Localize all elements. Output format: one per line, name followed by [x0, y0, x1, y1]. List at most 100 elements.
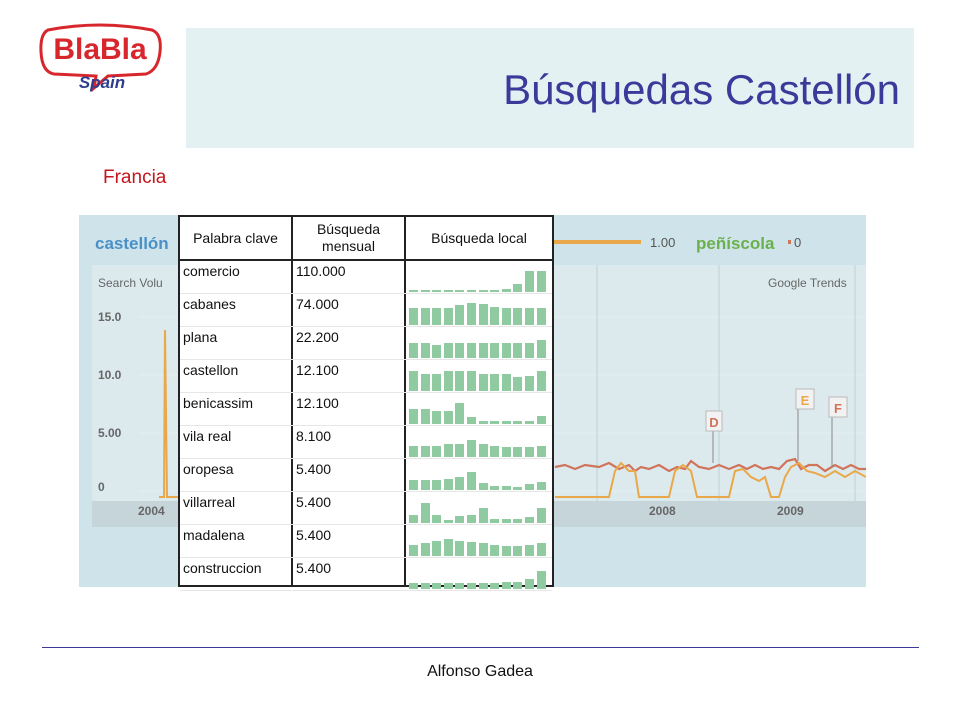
- sparkline-bar: [513, 377, 523, 391]
- sparkline-bar: [432, 480, 442, 490]
- sparkline-bar: [490, 446, 500, 457]
- x-tick-2004: 2004: [138, 504, 165, 518]
- local-search-sparkline: [409, 327, 549, 358]
- monthly-search-cell: 74.000: [296, 296, 339, 312]
- sparkline-bar: [478, 304, 488, 325]
- header-local-search: Búsqueda local: [431, 229, 527, 246]
- table-row: castellon 12.100: [180, 360, 552, 393]
- sparkline-bar: [478, 374, 488, 391]
- sparkline-bar: [490, 343, 500, 358]
- sparkline-bar: [420, 583, 430, 589]
- keyword-cell: madalena: [183, 527, 245, 543]
- sparkline-bar: [443, 308, 453, 325]
- sparkline-bar: [536, 416, 546, 424]
- sparkline-bar: [490, 519, 500, 523]
- sparkline-bar: [409, 545, 418, 556]
- sparkline-bar: [513, 284, 523, 292]
- sparkline-bar: [490, 486, 500, 490]
- sparkline-bar: [490, 374, 500, 391]
- sparkline-bar: [455, 444, 465, 457]
- sparkline-bar: [443, 479, 453, 490]
- y-tick-5: 5.00: [98, 426, 122, 440]
- sparkline-bar: [443, 411, 453, 424]
- sparkline-bar: [478, 583, 488, 589]
- monthly-search-cell: 110.000: [296, 263, 346, 279]
- sparkline-bar: [501, 486, 511, 490]
- row-separator: [180, 392, 552, 393]
- sparkline-bar: [513, 582, 523, 589]
- local-search-sparkline: [409, 294, 549, 325]
- keyword-cell: vila real: [183, 428, 232, 444]
- logo-text: BlaBla: [53, 33, 147, 66]
- sparkline-bar: [420, 308, 430, 325]
- trend-term2-value: 0: [794, 235, 801, 250]
- sparkline-bar: [490, 307, 500, 325]
- sparkline-bar: [513, 343, 523, 358]
- sparkline-bar: [467, 303, 476, 325]
- y-tick-15: 15.0: [98, 310, 122, 324]
- keyword-cell: benicassim: [183, 395, 254, 411]
- trend-marker-e: E: [801, 393, 810, 408]
- sparkline-bar: [420, 374, 430, 391]
- keyword-cell: construccion: [183, 560, 262, 576]
- sparkline-bar: [443, 444, 453, 457]
- sparkline-bar: [432, 411, 442, 424]
- sparkline-bar: [536, 271, 546, 292]
- blabla-spain-logo: BlaBla Spain: [39, 23, 162, 92]
- sparkline-bar: [455, 290, 465, 292]
- sparkline-bar: [409, 371, 418, 391]
- sparkline-bar: [432, 374, 442, 391]
- sparkline-bar: [525, 376, 534, 391]
- sparkline-bar: [501, 447, 511, 457]
- local-search-sparkline: [409, 426, 549, 457]
- sparkline-bar: [478, 543, 488, 556]
- sparkline-bar: [432, 515, 442, 523]
- x-tick-2008: 2008: [649, 504, 676, 518]
- sparkline-bar: [467, 343, 476, 358]
- sparkline-bar: [478, 290, 488, 292]
- trend-term2-label: peñíscola: [696, 234, 775, 253]
- sparkline-bar: [455, 477, 465, 490]
- sparkline-bar: [501, 308, 511, 325]
- sparkline-bar: [443, 520, 453, 523]
- table-row: vila real 8.100: [180, 426, 552, 459]
- row-separator: [180, 326, 552, 327]
- sparkline-bar: [536, 308, 546, 325]
- sparkline-bar: [467, 440, 476, 457]
- sparkline-bar: [536, 482, 546, 490]
- row-separator: [180, 557, 552, 558]
- sparkline-bar: [525, 484, 534, 490]
- sparkline-bar: [478, 508, 488, 523]
- row-separator: [180, 458, 552, 459]
- sparkline-bar: [478, 483, 488, 490]
- monthly-search-cell: 22.200: [296, 329, 339, 345]
- local-search-sparkline: [409, 360, 549, 391]
- column-divider: [291, 217, 293, 585]
- monthly-search-cell: 12.100: [296, 395, 339, 411]
- table-row: cabanes 74.000: [180, 294, 552, 327]
- sparkline-bar: [443, 343, 453, 358]
- x-tick-2009: 2009: [777, 504, 804, 518]
- sparkline-bar: [432, 446, 442, 457]
- sparkline-bar: [525, 343, 534, 358]
- local-search-sparkline: [409, 261, 549, 292]
- sparkline-bar: [501, 289, 511, 292]
- sparkline-bar: [455, 541, 465, 556]
- sparkline-bar: [536, 371, 546, 391]
- header-keyword: Palabra clave: [193, 229, 278, 246]
- sparkline-bar: [420, 503, 430, 523]
- sparkline-bar: [490, 421, 500, 424]
- y-tick-0: 0: [98, 480, 105, 494]
- sparkline-bar: [525, 517, 534, 523]
- column-divider: [404, 217, 406, 585]
- sparkline-bar: [490, 290, 500, 292]
- sparkline-bar: [501, 582, 511, 589]
- sparkline-bar: [432, 583, 442, 589]
- table-row: madalena 5.400: [180, 525, 552, 558]
- sparkline-bar: [409, 290, 418, 292]
- sparkline-bar: [420, 343, 430, 358]
- monthly-search-cell: 5.400: [296, 494, 332, 510]
- table-row: oropesa 5.400: [180, 459, 552, 492]
- sparkline-bar: [467, 515, 476, 523]
- table-row: villarreal 5.400: [180, 492, 552, 525]
